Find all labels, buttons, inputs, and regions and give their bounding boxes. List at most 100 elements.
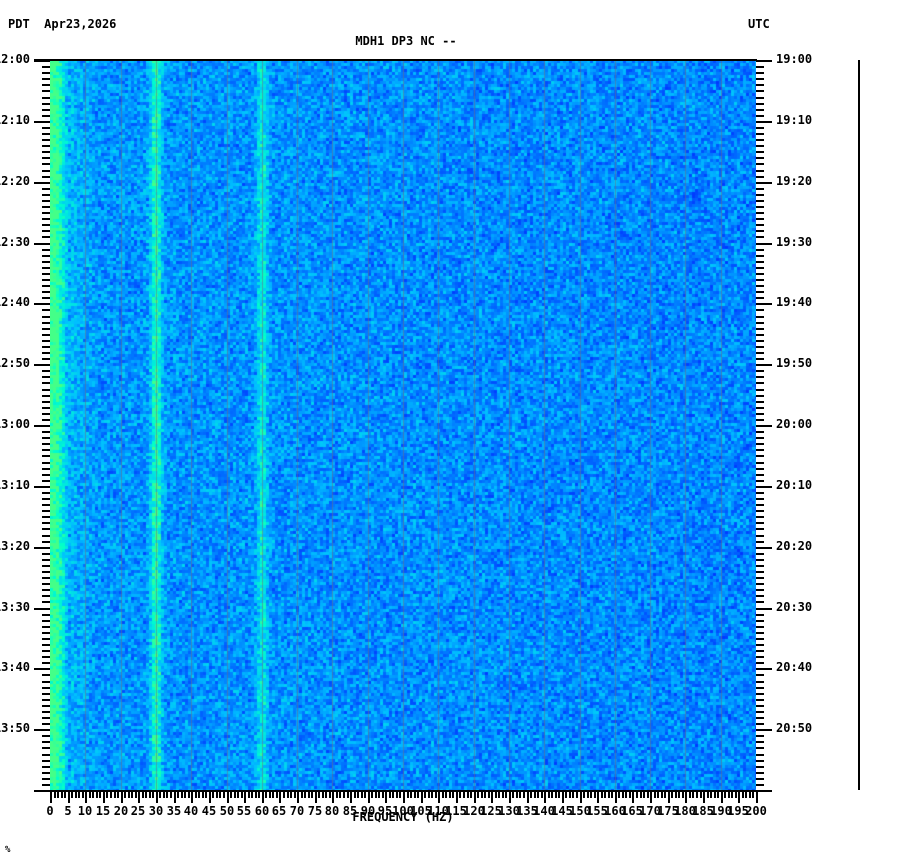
y-tick-minor-right (756, 279, 764, 281)
x-tick-minor (428, 792, 430, 798)
x-tick-minor (692, 792, 694, 798)
y-tick-minor-left (42, 516, 50, 518)
x-tick-minor (512, 792, 514, 798)
y-tick-minor-left (42, 462, 50, 464)
y-tick-minor-left (42, 754, 50, 756)
y-tick-minor-left (42, 681, 50, 683)
x-tick-minor (467, 792, 469, 798)
x-tick-minor (290, 792, 292, 798)
x-tick-minor (505, 792, 507, 798)
x-axis-tick-label: 35 (166, 804, 182, 818)
x-tick-minor (459, 792, 461, 798)
y-tick-minor-right (756, 504, 764, 506)
y-tick-minor-right (756, 510, 764, 512)
y-tick-minor-left (42, 535, 50, 537)
y-tick-minor-right (756, 614, 764, 616)
y-tick-minor-right (756, 589, 764, 591)
x-axis-tick-label: 160 (604, 804, 626, 818)
y-tick-minor-left (42, 279, 50, 281)
x-tick-minor (608, 792, 610, 798)
y-tick-minor-right (756, 261, 764, 263)
y-tick-minor-right (756, 376, 764, 378)
x-axis-tick-label: 100 (392, 804, 414, 818)
y-axis-right-label: 19:30 (776, 234, 813, 249)
x-tick-minor (657, 792, 659, 798)
x-tick-minor (752, 792, 754, 798)
y-tick-minor-right (756, 133, 764, 135)
x-tick-major (668, 792, 670, 803)
x-tick-major (403, 792, 405, 803)
y-tick-minor-right (756, 309, 764, 311)
y-tick-minor-right (756, 328, 764, 330)
y-tick-minor-right (756, 687, 764, 689)
x-tick-major (368, 792, 370, 803)
x-tick-minor (364, 792, 366, 798)
x-tick-major (721, 792, 723, 803)
y-tick-minor-left (42, 528, 50, 530)
y-axis-left-label: 12:20 (0, 173, 30, 188)
y-tick-minor-right (756, 595, 764, 597)
y-tick-minor-right (756, 395, 764, 397)
x-tick-minor (145, 792, 147, 798)
y-tick-major-right (756, 425, 772, 427)
y-tick-minor-left (42, 571, 50, 573)
x-tick-major (209, 792, 211, 803)
x-tick-minor (558, 792, 560, 798)
spectrogram-plot[interactable] (50, 60, 756, 790)
x-tick-minor (82, 792, 84, 798)
y-tick-minor-right (756, 626, 764, 628)
x-tick-minor (318, 792, 320, 798)
y-axis-left-label: 13:10 (0, 477, 30, 492)
x-tick-minor (407, 792, 409, 798)
y-tick-minor-left (42, 431, 50, 433)
y-tick-minor-right (756, 492, 764, 494)
x-tick-minor (435, 792, 437, 798)
y-tick-minor-right (756, 370, 764, 372)
y-tick-minor-right (756, 462, 764, 464)
y-tick-major-right (756, 486, 772, 488)
y-tick-minor-right (756, 358, 764, 360)
y-tick-minor-right (756, 632, 764, 634)
y-tick-minor-left (42, 614, 50, 616)
y-tick-minor-right (756, 145, 764, 147)
y-tick-minor-right (756, 674, 764, 676)
x-tick-minor (110, 792, 112, 798)
y-tick-minor-left (42, 559, 50, 561)
y-tick-minor-left (42, 72, 50, 74)
x-tick-major (738, 792, 740, 803)
y-tick-minor-right (756, 206, 764, 208)
y-tick-minor-right (756, 443, 764, 445)
y-axis-left-label: 13:20 (0, 538, 30, 553)
x-tick-major (174, 792, 176, 803)
x-tick-minor (205, 792, 207, 798)
y-tick-minor-right (756, 273, 764, 275)
x-tick-minor (202, 792, 204, 798)
x-axis-tick-label: 95 (377, 804, 393, 818)
x-tick-minor (569, 792, 571, 798)
y-tick-minor-left (42, 705, 50, 707)
y-tick-minor-left (42, 176, 50, 178)
y-tick-minor-right (756, 66, 764, 68)
y-axis-left-label: 12:10 (0, 112, 30, 127)
y-tick-minor-left (42, 285, 50, 287)
y-tick-minor-left (42, 255, 50, 257)
y-tick-minor-left (42, 565, 50, 567)
x-tick-minor (548, 792, 550, 798)
x-tick-minor (283, 792, 285, 798)
y-tick-minor-left (42, 145, 50, 147)
y-tick-minor-right (756, 455, 764, 457)
x-tick-minor (241, 792, 243, 798)
x-tick-minor (717, 792, 719, 798)
x-tick-minor (371, 792, 373, 798)
y-tick-minor-right (756, 109, 764, 111)
x-tick-minor (519, 792, 521, 798)
x-tick-major (138, 792, 140, 803)
x-tick-minor (339, 792, 341, 798)
y-tick-minor-left (42, 626, 50, 628)
x-tick-minor (572, 792, 574, 798)
x-tick-major (615, 792, 617, 803)
x-tick-major (509, 792, 511, 803)
x-tick-major (562, 792, 564, 803)
x-tick-minor (177, 792, 179, 798)
x-axis-tick-label: 190 (710, 804, 732, 818)
